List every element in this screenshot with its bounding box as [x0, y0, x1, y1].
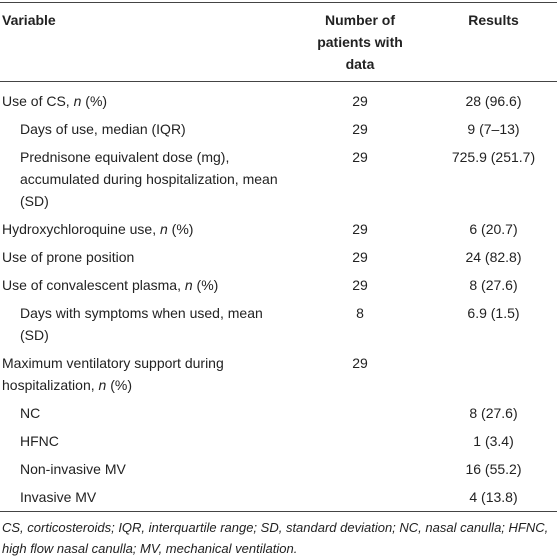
table-row: Use of convalescent plasma, n (%) 29 8 (27… — [0, 271, 557, 299]
result-cell: 6 (20.7) — [469, 221, 518, 237]
result-cell: 24 (82.8) — [465, 249, 522, 265]
table-row: Days with symptoms when used, mean (SD) 8… — [0, 299, 557, 349]
result-cell: 8 (27.6) — [469, 405, 518, 421]
variable-cell: NC — [20, 405, 41, 421]
header-row: Variable Number of patients with data Resu… — [0, 2, 557, 82]
table-row: Use of prone position 29 24 (82.8) — [0, 243, 557, 271]
footnote: CS, corticosteroids; IQR, interquartile … — [2, 520, 549, 556]
variable-cell: HFNC — [20, 433, 59, 449]
variable-cell: Hydroxychloroquine use, n (%) — [2, 221, 194, 237]
variable-cell: Use of prone position — [2, 249, 135, 265]
result-cell: 725.9 (251.7) — [451, 149, 536, 165]
table-header: Variable Number of patients with data Resu… — [0, 2, 557, 82]
table-row: NC 8 (27.6) — [0, 399, 557, 427]
table-row: Non-invasive MV 16 (55.2) — [0, 455, 557, 483]
variable-cell: Prednisone equivalent dose (mg), accumul… — [20, 149, 278, 209]
table-row: Prednisone equivalent dose (mg), accumul… — [0, 143, 557, 215]
variable-cell: Maximum ventilatory support during hospi… — [2, 355, 224, 393]
table-row: Days of use, median (IQR) 29 9 (7–13) — [0, 115, 557, 143]
patients-cell: 29 — [352, 93, 368, 109]
patients-cell — [290, 483, 430, 512]
table-body: Use of CS, n (%) 29 28 (96.6) Days of use, … — [0, 82, 557, 512]
patients-cell: 29 — [352, 355, 368, 371]
variable-cell: Invasive MV — [20, 489, 97, 505]
patients-cell: 29 — [352, 121, 368, 137]
result-cell: 8 (27.6) — [469, 277, 518, 293]
data-table: Variable Number of patients with data Resu… — [0, 2, 557, 512]
variable-cell: Use of convalescent plasma, n (%) — [2, 277, 219, 293]
column-header: Number of patients with data — [317, 12, 403, 72]
patients-cell — [290, 455, 430, 483]
variable-cell: Non-invasive MV — [20, 461, 126, 477]
variable-cell: Use of CS, n (%) — [2, 93, 108, 109]
patients-cell: 29 — [352, 249, 368, 265]
table-row: HFNC 1 (3.4) — [0, 427, 557, 455]
patients-cell: 29 — [352, 221, 368, 237]
result-cell — [430, 349, 557, 399]
patients-cell: 29 — [352, 149, 368, 165]
patients-cell — [290, 427, 430, 455]
result-cell: 9 (7–13) — [467, 121, 520, 137]
table-row: Hydroxychloroquine use, n (%) 29 6 (20.7) — [0, 215, 557, 243]
column-header: Results — [468, 12, 519, 28]
patients-cell: 29 — [352, 277, 368, 293]
result-cell: 16 (55.2) — [465, 461, 522, 477]
result-cell: 4 (13.8) — [469, 489, 518, 505]
variable-cell: Days of use, median (IQR) — [20, 121, 186, 137]
variable-cell: Days with symptoms when used, mean (SD) — [20, 305, 263, 343]
result-cell: 1 (3.4) — [473, 433, 514, 449]
column-header: Variable — [2, 12, 56, 28]
result-cell: 6.9 (1.5) — [467, 305, 520, 321]
table-row: Maximum ventilatory support during hospi… — [0, 349, 557, 399]
patients-cell: 8 — [356, 305, 364, 321]
table-row: Invasive MV 4 (13.8) — [0, 483, 557, 512]
table-row: Use of CS, n (%) 29 28 (96.6) — [0, 82, 557, 116]
patients-cell — [290, 399, 430, 427]
result-cell: 28 (96.6) — [465, 93, 522, 109]
